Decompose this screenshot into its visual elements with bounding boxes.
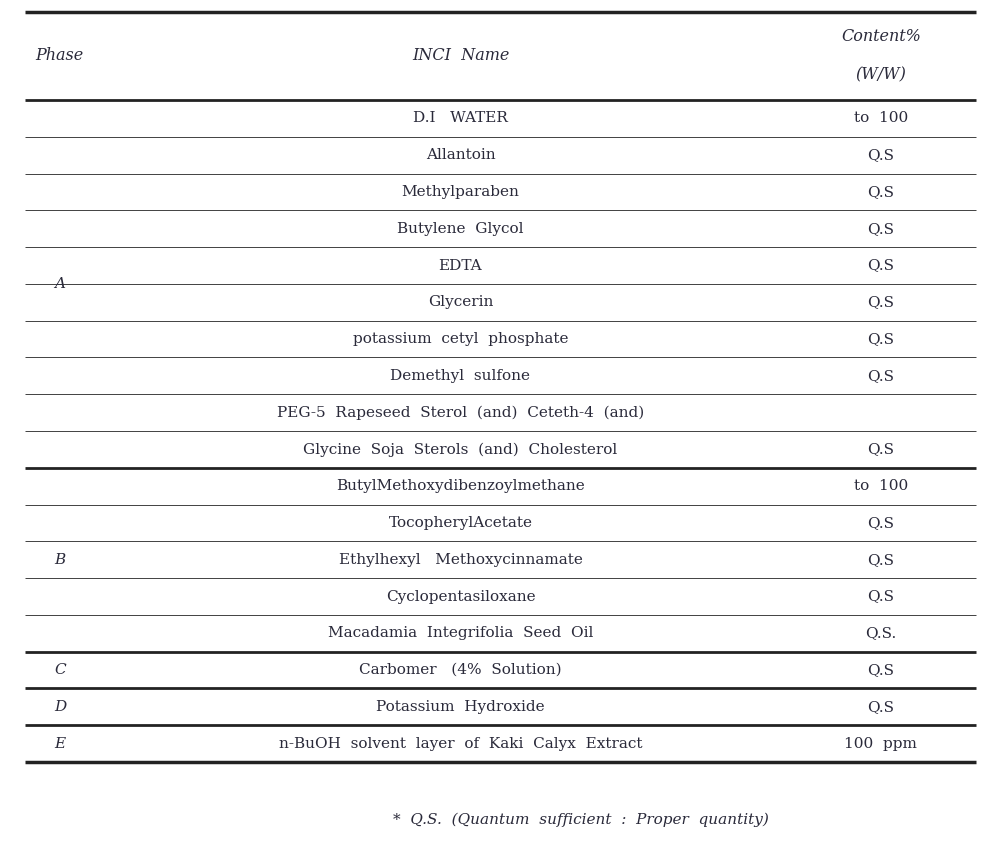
Text: Q.S: Q.S: [868, 663, 894, 677]
Text: Q.S: Q.S: [868, 369, 894, 383]
Text: E: E: [54, 737, 66, 751]
Text: Butylene  Glycol: Butylene Glycol: [397, 222, 524, 236]
Text: EDTA: EDTA: [438, 258, 482, 272]
Text: Methylparaben: Methylparaben: [401, 185, 520, 199]
Text: Content%: Content%: [841, 29, 921, 46]
Text: Q.S: Q.S: [868, 332, 894, 346]
Text: *  Q.S.  (Quantum  sufficient  :  Proper  quantity): * Q.S. (Quantum sufficient : Proper quan…: [392, 813, 769, 827]
Text: potassium  cetyl  phosphate: potassium cetyl phosphate: [352, 332, 569, 346]
Text: Q.S: Q.S: [868, 442, 894, 456]
Text: Q.S: Q.S: [868, 589, 894, 603]
Text: C: C: [54, 663, 66, 677]
Text: n-BuOH  solvent  layer  of  Kaki  Calyx  Extract: n-BuOH solvent layer of Kaki Calyx Extra…: [278, 737, 643, 751]
Text: D.I   WATER: D.I WATER: [413, 111, 508, 125]
Text: Q.S: Q.S: [868, 700, 894, 714]
Text: TocopherylAcetate: TocopherylAcetate: [388, 516, 533, 530]
Text: ButylMethoxydibenzoylmethane: ButylMethoxydibenzoylmethane: [336, 480, 585, 493]
Text: Q.S: Q.S: [868, 258, 894, 272]
Text: to  100: to 100: [854, 111, 908, 125]
Text: Potassium  Hydroxide: Potassium Hydroxide: [376, 700, 545, 714]
Text: Q.S: Q.S: [868, 222, 894, 236]
Text: Q.S: Q.S: [868, 148, 894, 162]
Text: Q.S: Q.S: [868, 185, 894, 199]
Text: Glycerin: Glycerin: [427, 295, 493, 309]
Text: 100  ppm: 100 ppm: [845, 737, 917, 751]
Text: Macadamia  Integrifolia  Seed  Oil: Macadamia Integrifolia Seed Oil: [327, 626, 594, 640]
Text: Q.S: Q.S: [868, 553, 894, 567]
Text: Q.S: Q.S: [868, 295, 894, 309]
Text: to  100: to 100: [854, 480, 908, 493]
Text: Allantoin: Allantoin: [425, 148, 495, 162]
Text: PEG-5  Rapeseed  Sterol  (and)  Ceteth-4  (and): PEG-5 Rapeseed Sterol (and) Ceteth-4 (an…: [277, 405, 644, 420]
Text: Phase: Phase: [35, 48, 83, 65]
Text: Q.S: Q.S: [868, 516, 894, 530]
Text: B: B: [54, 553, 66, 567]
Text: Glycine  Soja  Sterols  (and)  Cholesterol: Glycine Soja Sterols (and) Cholesterol: [303, 442, 618, 456]
Text: A: A: [55, 276, 65, 291]
Text: Carbomer   (4%  Solution): Carbomer (4% Solution): [359, 663, 562, 677]
Text: (W/W): (W/W): [856, 67, 906, 84]
Text: Cyclopentasiloxane: Cyclopentasiloxane: [385, 589, 536, 603]
Text: INCI  Name: INCI Name: [411, 48, 510, 65]
Text: Demethyl  sulfone: Demethyl sulfone: [390, 369, 531, 383]
Text: Ethylhexyl   Methoxycinnamate: Ethylhexyl Methoxycinnamate: [338, 553, 583, 567]
Text: Q.S.: Q.S.: [865, 626, 897, 640]
Text: D: D: [54, 700, 66, 714]
